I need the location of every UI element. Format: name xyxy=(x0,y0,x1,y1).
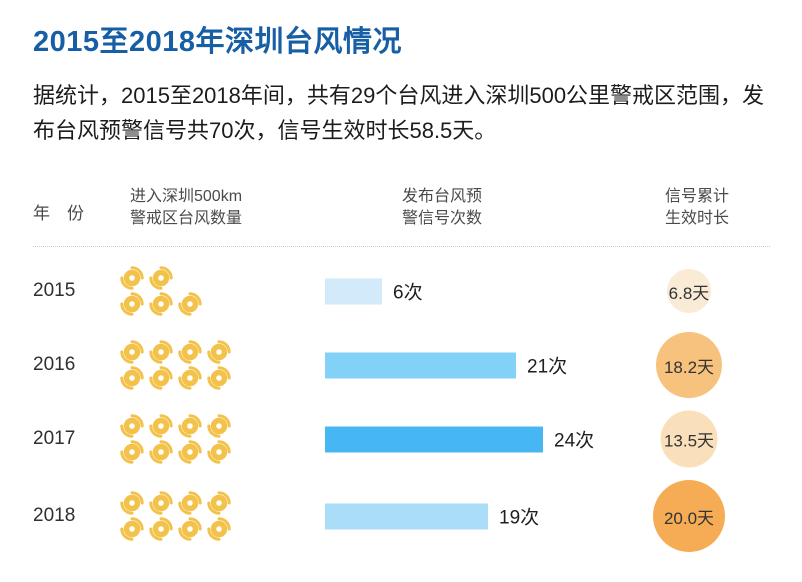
typhoon-icon-row xyxy=(120,491,231,515)
duration-label: 18.2天 xyxy=(663,357,715,377)
warning-count-label: 21次 xyxy=(527,356,568,378)
warning-bar-cell: 21次 xyxy=(325,352,567,379)
typhoon-icon xyxy=(178,366,202,390)
duration-label: 20.0天 xyxy=(663,508,715,528)
typhoon-icon xyxy=(120,414,144,438)
duration-circle-cell: 20.0天 xyxy=(653,480,725,552)
typhoon-icons xyxy=(120,340,231,390)
typhoon-icon xyxy=(120,292,144,316)
typhoon-icon xyxy=(178,292,202,316)
typhoon-icon xyxy=(207,517,231,541)
typhoon-icon xyxy=(207,440,231,464)
column-header-warnings: 发布台风预 警信号次数 xyxy=(402,186,482,230)
warning-bar-cell: 24次 xyxy=(325,426,594,453)
typhoon-icon xyxy=(207,340,231,364)
table-row: 2017 24次 13.5天 xyxy=(0,402,802,476)
warning-bar xyxy=(325,278,382,304)
year-label: 2015 xyxy=(33,280,76,301)
typhoon-icon-row xyxy=(120,366,231,390)
typhoon-icon xyxy=(120,366,144,390)
column-header-typhoons-line2: 警戒区台风数量 xyxy=(130,210,243,227)
year-label: 2017 xyxy=(33,428,76,449)
typhoon-icon xyxy=(149,414,173,438)
table-row: 2015 6次 6.8天 xyxy=(0,254,802,328)
typhoon-icon xyxy=(178,440,202,464)
duration-label: 13.5天 xyxy=(663,431,715,451)
warning-count-label: 6次 xyxy=(393,282,423,304)
duration-circle-cell: 13.5天 xyxy=(660,410,718,468)
duration-circle: 13.5天 xyxy=(660,410,718,468)
warning-bar xyxy=(325,352,516,378)
typhoon-icon xyxy=(178,340,202,364)
warning-bar-cell: 6次 xyxy=(325,278,423,305)
typhoon-icon xyxy=(149,491,173,515)
year-label: 2016 xyxy=(33,354,76,375)
typhoon-icon-row xyxy=(120,414,231,438)
typhoon-icon-row xyxy=(120,292,202,316)
typhoon-icon xyxy=(149,517,173,541)
warning-count-label: 24次 xyxy=(554,430,595,452)
typhoon-icons xyxy=(120,491,231,541)
typhoon-icons xyxy=(120,266,202,316)
warning-bar-cell: 19次 xyxy=(325,503,539,530)
typhoon-icon-row xyxy=(120,517,231,541)
column-header-warnings-line2: 警信号次数 xyxy=(402,210,483,227)
typhoon-icon xyxy=(207,414,231,438)
warning-bar xyxy=(325,426,543,452)
warning-bar xyxy=(325,503,488,529)
typhoon-icon-row xyxy=(120,266,202,290)
typhoon-icon xyxy=(178,517,202,541)
typhoon-icon xyxy=(178,414,202,438)
table-row: 2016 21次 18.2天 xyxy=(0,328,802,402)
column-header-warnings-line1: 发布台风预 xyxy=(402,188,483,205)
typhoon-icon xyxy=(207,366,231,390)
typhoon-icon xyxy=(149,440,173,464)
intro-text: 据统计，2015至2018年间，共有29个台风进入深圳500公里警戒区范围，发布… xyxy=(33,83,765,144)
table-row: 2018 19次 20.0天 xyxy=(0,477,802,555)
typhoon-icon xyxy=(120,440,144,464)
typhoon-icon xyxy=(149,340,173,364)
typhoon-icons xyxy=(120,414,231,464)
typhoon-icon-row xyxy=(120,340,231,364)
typhoon-icon xyxy=(207,491,231,515)
column-header-duration-line1: 信号累计 xyxy=(665,188,730,205)
header-separator xyxy=(33,246,770,247)
typhoon-icon-row xyxy=(120,440,231,464)
typhoon-icon xyxy=(120,491,144,515)
column-header-duration: 信号累计 生效时长 xyxy=(665,186,729,230)
duration-circle: 6.8天 xyxy=(667,269,711,313)
column-header-year: 年 份 xyxy=(33,204,84,223)
duration-label: 6.8天 xyxy=(668,283,710,303)
duration-circle-cell: 18.2天 xyxy=(656,332,722,398)
warning-count-label: 19次 xyxy=(499,507,540,529)
duration-circle: 20.0天 xyxy=(653,480,725,552)
year-label: 2018 xyxy=(33,505,76,526)
duration-circle: 18.2天 xyxy=(656,332,722,398)
typhoon-icon xyxy=(178,491,202,515)
typhoon-icon xyxy=(149,292,173,316)
typhoon-icon xyxy=(149,366,173,390)
column-header-typhoons-line1: 进入深圳500km xyxy=(130,188,243,205)
page-title: 2015至2018年深圳台风情况 xyxy=(33,26,403,58)
column-header-duration-line2: 生效时长 xyxy=(665,210,730,227)
typhoon-icon xyxy=(120,517,144,541)
column-header-typhoons: 进入深圳500km 警戒区台风数量 xyxy=(130,186,242,230)
typhoon-icon xyxy=(120,340,144,364)
typhoon-icon xyxy=(120,266,144,290)
typhoon-icon xyxy=(149,266,173,290)
duration-circle-cell: 6.8天 xyxy=(667,269,711,313)
